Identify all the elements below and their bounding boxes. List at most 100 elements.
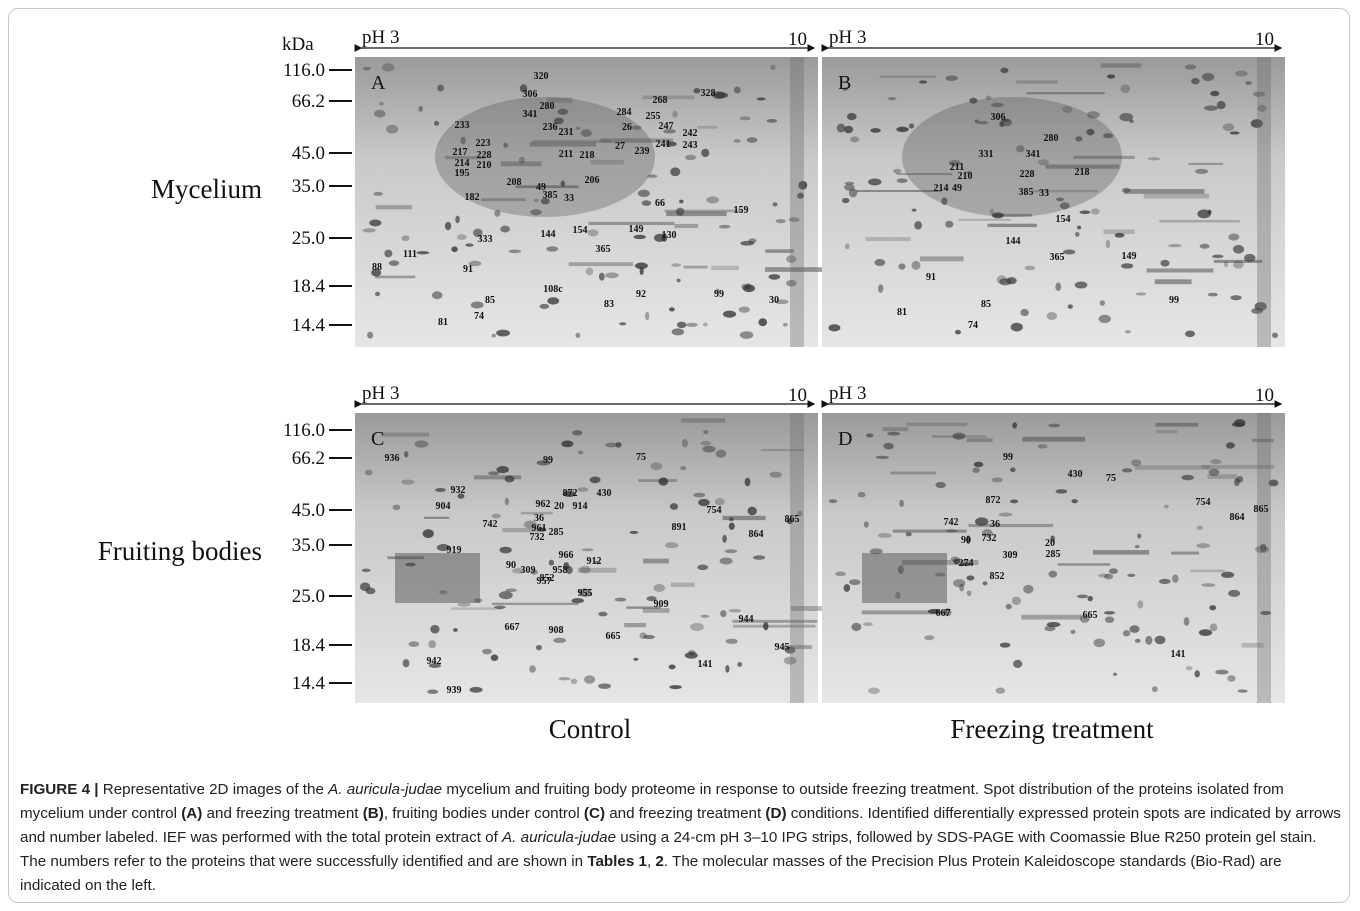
spot-label: 909 [654,599,669,610]
caption-run: , fruiting bodies under control [383,805,584,822]
gel-spot [1244,253,1256,262]
figure-frame [8,8,1350,903]
gel-spot [437,84,444,92]
gel-spot [553,117,564,125]
gel-spot [989,208,994,216]
gel-spot [468,260,482,267]
gel-spot [533,198,540,203]
spot-label: 99 [1003,452,1013,463]
gel-spot [911,208,917,212]
gel-streak [1155,422,1199,427]
spot-label: 864 [1230,512,1245,523]
gel-spot [715,288,720,293]
gel-spot [1198,629,1213,637]
gel-streak [865,236,911,242]
gel-spot [1074,231,1080,237]
spot-label: 430 [1068,469,1083,480]
gel-spot [1134,544,1140,549]
gel-spot [1207,292,1218,297]
mw-marker-label: 25.0 [292,586,325,607]
gel-spot [669,307,675,312]
gel-cloud [395,553,480,603]
spot-label: 85 [485,295,495,306]
gel-streak [1092,550,1150,555]
gel-spot [1037,444,1048,449]
gel-spot [1227,675,1236,682]
spot-label: 144 [541,229,556,240]
spot-label: 742 [483,519,498,530]
gel-streak [638,479,678,482]
spot-label: 211 [950,162,964,173]
gel-spot [580,129,592,137]
gel-streak [683,265,708,269]
gel-spot [653,584,666,592]
gel-spot [706,196,719,204]
gel-spot [670,167,681,177]
gel-spot [718,224,731,229]
row-label: Fruiting bodies [98,536,262,566]
spot-label: 908 [549,625,564,636]
gel-spot [529,665,536,673]
gel-spot [1210,459,1222,465]
gel-spot [728,522,735,530]
spot-label: 195 [455,168,470,179]
gel-spot [605,272,619,279]
gel-spot [948,159,961,167]
gel-spot [381,63,395,72]
gel-spot [1062,106,1073,113]
gel-spot [702,445,716,453]
spot-label: 945 [775,642,790,653]
mw-marker-label: 116.0 [283,420,325,441]
gel-spot [518,156,525,164]
gel-spot [1212,254,1224,259]
gel-spot [768,274,781,280]
gel-spot [1044,625,1056,632]
gel-spot [739,116,751,121]
caption-run: , [646,853,656,870]
gel-spot [663,129,676,134]
gel-streak [764,267,848,272]
gel-streak [666,211,727,217]
gel-spot [1197,209,1211,219]
gel-spot [365,587,376,595]
gel-streak [896,173,952,176]
gel-streak [532,139,612,143]
gel-spot [605,442,618,448]
spot-label: 218 [1075,167,1090,178]
gel-spot [658,477,669,486]
gel-streak [1146,268,1214,273]
gel-streak [1100,63,1142,68]
gel-spot [401,479,415,485]
gel-edge [790,57,804,347]
gel-streak [879,75,936,78]
ph-start-label: pH 3 [362,383,399,404]
gel-spot [991,102,1004,108]
gel-spot [668,664,676,670]
caption-run: A. auricula-judae [328,781,443,798]
gel-spot [519,84,528,93]
gel-spot [960,562,972,567]
gel-spot [571,598,585,604]
gel-spot [1108,568,1118,574]
gel-spot [684,154,697,161]
gel-spot [1184,330,1196,338]
spot-label: 285 [1046,549,1061,560]
gel-streak [760,449,804,452]
gel-spot [844,125,854,134]
gel-spot [1201,72,1215,82]
gel-spot [893,168,902,174]
spot-label: 233 [455,120,470,131]
gel-spot [1005,603,1012,610]
gel-spot [959,583,965,592]
spot-label: 341 [1026,149,1041,160]
gel-spot [985,95,992,100]
spot-label: 852 [990,571,1005,582]
gel-streak [450,607,503,610]
gel-spot [1077,225,1082,230]
gel-streak [1103,229,1135,235]
gel-spot [849,579,861,586]
spot-label: 159 [734,205,749,216]
gel-spot [416,251,430,255]
gel-spot [1048,570,1058,578]
gel-spot [433,120,440,126]
